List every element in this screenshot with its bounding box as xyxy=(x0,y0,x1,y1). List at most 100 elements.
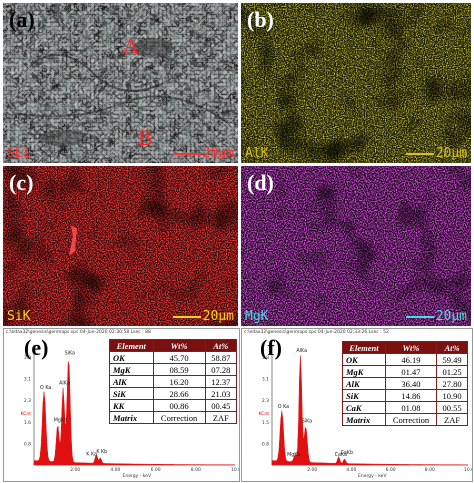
peak-label: MgKa xyxy=(287,452,300,458)
region-label-a: A xyxy=(123,33,139,58)
counts-axis-label: KCnt xyxy=(259,411,270,417)
table-value-cell: 14.86 xyxy=(384,389,438,402)
table-element-cell: OK xyxy=(109,351,154,364)
table-header-cell: At% xyxy=(204,339,238,352)
table-value-cell: Correction xyxy=(152,411,206,424)
x-axis-label: Energy - keV xyxy=(358,473,387,479)
y-tick-label: 1.5 xyxy=(262,420,269,426)
y-tick-label: 2.3 xyxy=(262,398,269,404)
counts-axis-label: KCnt xyxy=(21,411,32,417)
scale-text-b: 20μm xyxy=(435,146,467,161)
table-header-row: Element Wt% At% xyxy=(109,339,238,352)
scale-bar-d: 20μm xyxy=(405,309,467,324)
y-tick-label: 3.1 xyxy=(262,377,269,383)
table-row: MgK 01.47 01.25 xyxy=(342,365,468,378)
table-element-cell: KK xyxy=(109,399,154,412)
spectrum-header-e: c:\edax32\genesis\genmaps.spc 04-Jun-202… xyxy=(6,330,151,335)
x-tick-label: 10.0 xyxy=(231,467,239,473)
panel-label-f: (f) xyxy=(260,335,282,360)
table-header-cell: Wt% xyxy=(152,339,206,352)
y-tick-label: 0.8 xyxy=(262,441,269,447)
table-element-cell: AlK xyxy=(342,377,386,390)
peak-label: SiKa xyxy=(65,350,75,356)
table-value-cell: 45.70 xyxy=(152,351,206,364)
table-header-cell: Element xyxy=(342,341,386,354)
element-label-mg: MgK xyxy=(245,309,269,324)
detector-label-se1: SE1 xyxy=(7,146,31,161)
table-element-cell: MgK xyxy=(109,363,154,376)
table-value-cell: 00.86 xyxy=(152,399,206,412)
mg-map-panel: (d) MgK 20μm xyxy=(241,166,471,326)
scale-bar-c: 20μm xyxy=(172,309,234,324)
table-value-cell: 28.66 xyxy=(152,387,206,400)
table-element-cell: SiK xyxy=(109,387,154,400)
al-map-panel: (b) AlK 20μm xyxy=(241,3,471,163)
table-row: KK 00.86 00.45 xyxy=(109,399,238,412)
table-row: SiK 28.66 21.03 xyxy=(109,387,238,400)
x-tick-label: 4.00 xyxy=(110,467,120,473)
table-header-cell: Element xyxy=(109,339,154,352)
element-label-al: AlK xyxy=(245,146,269,161)
table-header-cell: Wt% xyxy=(384,341,438,354)
sem-texture xyxy=(3,3,238,163)
table-value-cell: 07.28 xyxy=(204,363,238,376)
x-tick-label: 4.00 xyxy=(346,467,356,473)
scale-text-d: 20μm xyxy=(435,309,467,324)
eds-spectrum-panel-e: c:\edax32\genesis\genmaps.spc 04-Jun-202… xyxy=(3,328,240,482)
y-tick-label: 3.8 xyxy=(262,355,269,361)
table-value-cell: 01.47 xyxy=(384,365,438,378)
peak-label: AlKa xyxy=(296,348,307,354)
table-row: OK 45.70 58.87 xyxy=(109,351,238,364)
table-value-cell: 00.55 xyxy=(436,401,468,414)
table-row: AlK 16.20 12.37 xyxy=(109,375,238,388)
peak-label: K Ka xyxy=(86,452,97,458)
table-value-cell: 58.87 xyxy=(204,351,238,364)
table-row: MgK 08.59 07.28 xyxy=(109,363,238,376)
peak-label: SiKa xyxy=(302,419,312,425)
x-tick-label: 8.00 xyxy=(425,467,435,473)
table-element-cell: SiK xyxy=(342,389,386,402)
table-element-cell: Matrix xyxy=(342,413,386,426)
al-map-texture xyxy=(241,3,471,163)
table-value-cell: 00.45 xyxy=(204,399,238,412)
y-tick-label: 0.8 xyxy=(24,441,31,447)
peak-label: O Ka xyxy=(278,404,289,410)
table-value-cell: 46.19 xyxy=(384,353,438,366)
x-axis-label: Energy - keV xyxy=(123,473,152,479)
peak-label: MgKa xyxy=(54,418,67,424)
peak-label: CaKb xyxy=(341,450,353,456)
y-tick-label: 1.6 xyxy=(24,420,31,426)
table-element-cell: Matrix xyxy=(109,411,154,424)
table-value-cell: 01.25 xyxy=(436,365,468,378)
table-row: OK 46.19 59.49 xyxy=(342,353,468,366)
x-tick-label: 10.0 xyxy=(464,467,472,473)
table-value-cell: ZAF xyxy=(436,413,468,426)
table-value-cell: 21.03 xyxy=(204,387,238,400)
si-map-texture xyxy=(3,166,238,326)
peak-label: K Kb xyxy=(96,449,107,455)
table-value-cell: 16.20 xyxy=(152,375,206,388)
scale-text-c: 20μm xyxy=(202,309,234,324)
panel-label-c: (c) xyxy=(9,170,34,195)
spectrum-header-f: c:\edax32\genesis\genmaps.spc 04-Jun-202… xyxy=(244,330,389,335)
spectrum-trace xyxy=(271,355,469,466)
y-tick-label: 3.1 xyxy=(24,377,31,383)
element-label-si: SiK xyxy=(7,309,31,324)
panel-label-d: (d) xyxy=(247,170,274,195)
x-tick-label: 8.00 xyxy=(191,467,201,473)
x-tick-label: 2.00 xyxy=(307,467,317,473)
table-element-cell: CaK xyxy=(342,401,386,414)
table-value-cell: 59.49 xyxy=(436,353,468,366)
si-map-panel: (c) SiK 20μm xyxy=(3,166,238,326)
peak-label: O Ka xyxy=(40,385,51,391)
x-tick-label: 6.00 xyxy=(151,467,161,473)
scale-text-a: 20μm xyxy=(202,146,234,161)
table-row: Matrix Correction ZAF xyxy=(342,413,468,426)
table-element-cell: OK xyxy=(342,353,386,366)
table-row: AlK 36.40 27.80 xyxy=(342,377,468,390)
x-tick-label: 2.00 xyxy=(70,467,80,473)
spectrum-trace xyxy=(33,361,236,466)
table-value-cell: 27.80 xyxy=(436,377,468,390)
table-value-cell: 36.40 xyxy=(384,377,438,390)
table-value-cell: 12.37 xyxy=(204,375,238,388)
